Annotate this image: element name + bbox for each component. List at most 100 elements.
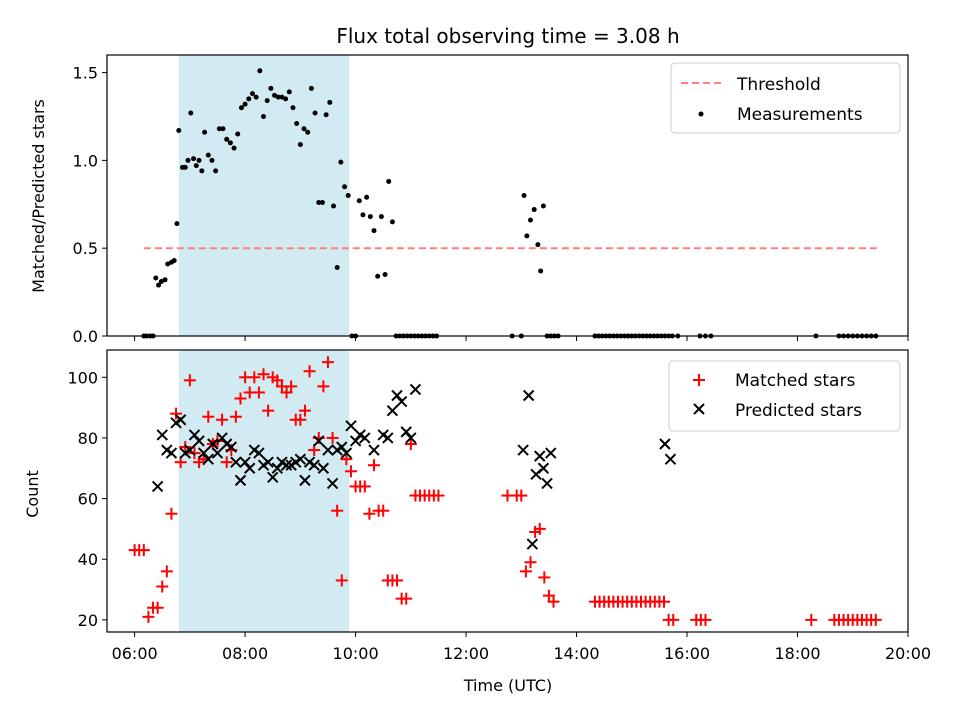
predicted-star-point (349, 435, 362, 447)
matched-star-point (160, 565, 173, 578)
measurement-point (176, 128, 182, 134)
measurement-point (375, 273, 381, 279)
matched-star-point (344, 465, 357, 478)
predicted-star-point (664, 453, 677, 465)
predicted-star-point (526, 538, 539, 550)
measurement-point (261, 113, 267, 119)
measurement-point (382, 272, 388, 278)
matched-star-point (151, 601, 164, 614)
measurement-point (171, 257, 177, 263)
matched-star-point (432, 489, 445, 502)
measurement-point (188, 110, 194, 116)
measurement-point (301, 126, 307, 132)
predicted-star-point (368, 444, 380, 456)
predicted-star-point (340, 447, 353, 459)
matched-star-point (335, 574, 348, 587)
predicted-star-point (234, 474, 247, 487)
measurement-point (224, 136, 230, 142)
matched-star-point (699, 613, 712, 626)
matched-star-point (229, 410, 242, 423)
predicted-star-point (197, 447, 210, 459)
matched-star-point (142, 610, 155, 623)
matched-star-point (234, 392, 247, 405)
measurement-point (249, 91, 255, 97)
predicted-star-point (184, 444, 196, 456)
predicted-star-point (322, 444, 334, 456)
matched-star-point (404, 438, 417, 450)
matched-star-point (869, 613, 882, 626)
legend-matched-label: Matched stars (735, 371, 855, 391)
matched-star-point (321, 356, 334, 369)
measurement-point (257, 68, 263, 74)
measurement-point (338, 159, 344, 165)
measurement-point (334, 265, 340, 271)
measurement-point (231, 145, 237, 151)
measurement-point (356, 198, 362, 204)
matched-star-point (202, 410, 215, 423)
matched-star-point (533, 522, 546, 535)
matched-star-point (377, 504, 390, 517)
matched-star-point (391, 574, 404, 587)
predicted-star-point (280, 459, 293, 471)
legend-predicted-label: Predicted stars (735, 401, 862, 421)
legend-matched-swatch (693, 374, 705, 386)
measurement-point (316, 200, 322, 206)
matched-star-point (368, 459, 380, 472)
bottom-y-tick-label: 80 (78, 429, 98, 448)
measurement-point (535, 242, 541, 248)
top-legend: Threshold Measurements (670, 62, 901, 134)
predicted-star-point (243, 462, 256, 474)
predicted-star-point (382, 432, 394, 444)
measurement-point (264, 98, 270, 104)
bottom-shaded-span (178, 350, 350, 632)
predicted-star-point (262, 456, 274, 468)
top-y-axis-label: Matched/Predicted stars (29, 99, 48, 293)
predicted-star-point (299, 474, 311, 487)
matched-star-point (515, 489, 528, 502)
matched-star-point (303, 365, 316, 378)
matched-star-point (298, 404, 311, 417)
legend-measurements-label: Measurements (737, 105, 863, 125)
measurement-point (521, 193, 527, 198)
predicted-star-point (151, 480, 164, 493)
matched-star-point (156, 580, 169, 593)
predicted-star-point (216, 432, 228, 444)
matched-star-point (179, 441, 192, 454)
predicted-star-point (391, 389, 403, 402)
matched-star-point (294, 413, 307, 426)
measurement-point (312, 110, 318, 116)
legend-measurements-swatch (698, 111, 704, 117)
predicted-star-point (239, 456, 251, 468)
predicted-star-point (156, 429, 168, 441)
measurement-point (330, 203, 336, 209)
predicted-star-point (359, 432, 371, 444)
measurement-point (174, 221, 180, 227)
measurement-point (283, 96, 289, 102)
bottom-x-tick-label: 16:00 (664, 644, 710, 663)
predicted-star-point (271, 462, 284, 474)
top-y-tick-label: 0.5 (73, 239, 98, 258)
top-x-ticks (134, 336, 909, 341)
predicted-star-point (165, 447, 178, 459)
predicted-star-point (659, 438, 671, 450)
predicted-star-point (345, 420, 357, 432)
matched-star-point (252, 386, 265, 399)
predicted-star-point (202, 453, 214, 465)
matched-star-point (805, 613, 818, 626)
predicted-star-point (409, 383, 422, 396)
bottom-plot-area (106, 349, 909, 633)
predicted-star-point (207, 438, 219, 450)
matched-star-point (542, 589, 555, 602)
predicted-star-point (211, 447, 224, 459)
predicted-star-point (541, 477, 553, 490)
legend-predicted-swatch (693, 403, 705, 415)
top-plot-area (106, 54, 909, 339)
measurement-point (242, 101, 248, 107)
measurement-point (327, 99, 333, 105)
measurement-point (389, 219, 395, 225)
measurement-point (360, 212, 366, 218)
predicted-star-point (386, 404, 399, 417)
predicted-star-point (313, 435, 325, 447)
legend-threshold-label: Threshold (736, 75, 821, 95)
